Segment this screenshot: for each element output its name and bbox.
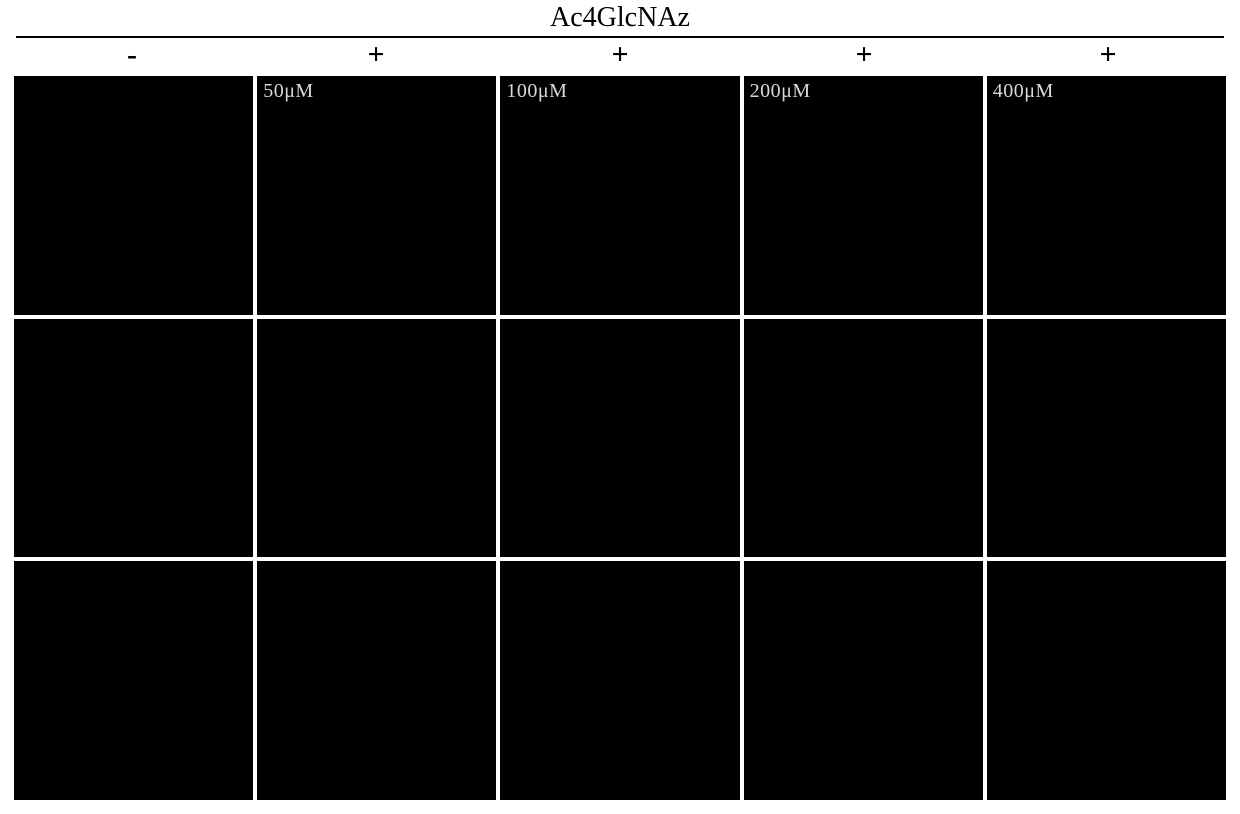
condition-row: - + + + + bbox=[10, 38, 1230, 76]
image-panel bbox=[14, 319, 253, 558]
image-panel bbox=[257, 561, 496, 800]
condition-cell: + bbox=[986, 38, 1230, 71]
concentration-label: 50μM bbox=[263, 80, 314, 103]
condition-cell: + bbox=[254, 38, 498, 71]
image-panel: 200μM bbox=[744, 76, 983, 315]
image-panel: 100μM bbox=[500, 76, 739, 315]
image-panel bbox=[257, 319, 496, 558]
image-panel: 50μM bbox=[257, 76, 496, 315]
figure-container: Ac4GlcNAz - + + + + 50μM 100μM 200μM 400μM bbox=[10, 0, 1230, 804]
image-grid: 50μM 100μM 200μM 400μM bbox=[10, 76, 1230, 804]
figure-title: Ac4GlcNAz bbox=[10, 0, 1230, 36]
condition-cell: + bbox=[498, 38, 742, 71]
image-panel bbox=[14, 76, 253, 315]
image-panel bbox=[14, 561, 253, 800]
image-panel bbox=[987, 561, 1226, 800]
condition-cell: + bbox=[742, 38, 986, 71]
image-panel bbox=[500, 319, 739, 558]
concentration-label: 200μM bbox=[750, 80, 811, 103]
image-panel bbox=[744, 319, 983, 558]
image-panel bbox=[987, 319, 1226, 558]
concentration-label: 100μM bbox=[506, 80, 567, 103]
image-panel bbox=[500, 561, 739, 800]
image-panel bbox=[744, 561, 983, 800]
image-panel: 400μM bbox=[987, 76, 1226, 315]
concentration-label: 400μM bbox=[993, 80, 1054, 103]
condition-cell: - bbox=[10, 38, 254, 71]
